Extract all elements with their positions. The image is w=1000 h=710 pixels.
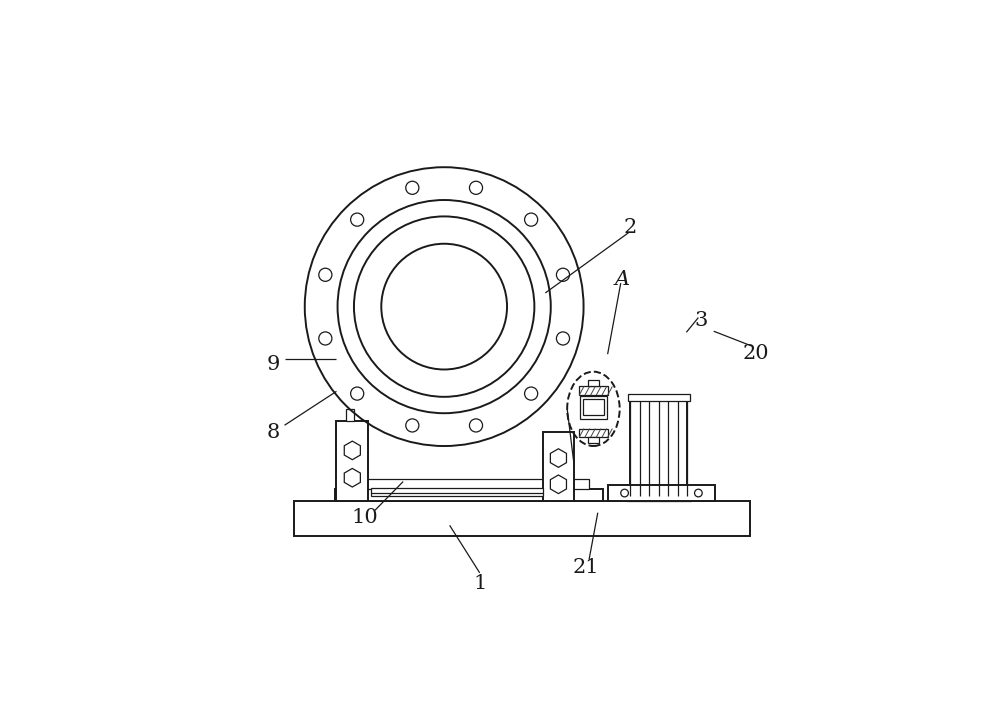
Text: 1: 1: [473, 574, 486, 594]
Bar: [579, 429, 608, 437]
Bar: [579, 386, 608, 395]
Bar: [336, 422, 368, 501]
Polygon shape: [344, 441, 360, 459]
Text: 21: 21: [573, 558, 600, 577]
Polygon shape: [550, 449, 566, 467]
Bar: [588, 380, 599, 386]
Bar: [371, 488, 543, 496]
Bar: [608, 486, 715, 501]
Bar: [346, 410, 354, 422]
Bar: [294, 501, 750, 536]
Text: 20: 20: [742, 344, 769, 363]
Bar: [627, 494, 691, 501]
Text: A: A: [614, 270, 629, 289]
Text: 9: 9: [266, 354, 280, 373]
Text: 2: 2: [623, 218, 637, 237]
Text: 3: 3: [694, 311, 708, 329]
Polygon shape: [344, 469, 360, 487]
Text: 10: 10: [352, 508, 378, 527]
Text: 8: 8: [266, 423, 280, 442]
Bar: [543, 432, 574, 501]
Bar: [583, 399, 604, 415]
Bar: [630, 400, 687, 496]
Bar: [580, 395, 607, 419]
Polygon shape: [550, 475, 566, 493]
Bar: [628, 393, 690, 400]
Bar: [335, 488, 603, 501]
Bar: [348, 479, 589, 488]
Bar: [588, 437, 599, 443]
